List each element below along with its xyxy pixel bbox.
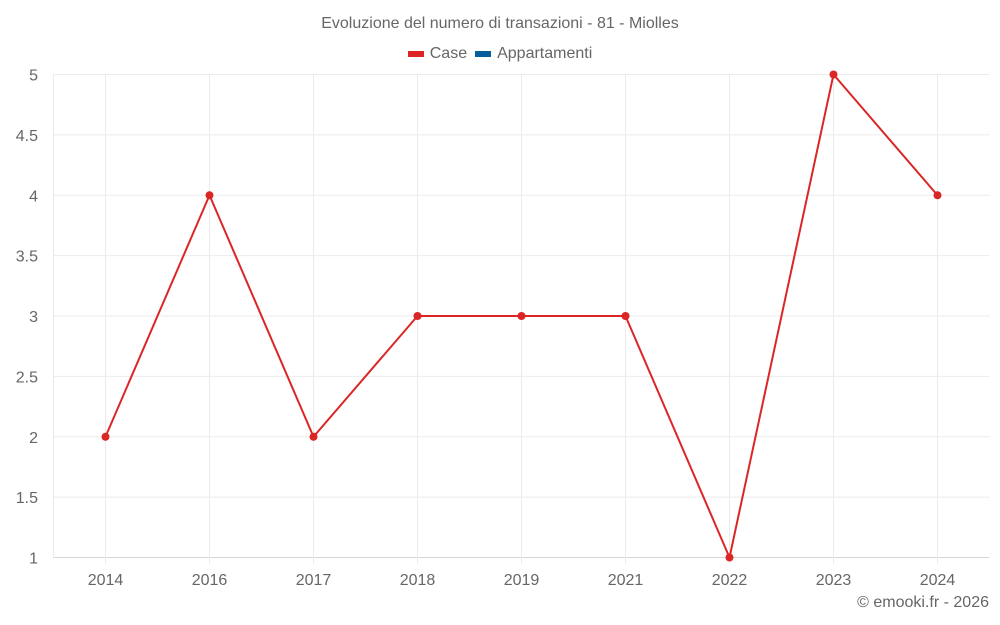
y-tick-label: 1 bbox=[29, 551, 38, 568]
y-tick-label: 2 bbox=[29, 430, 38, 447]
legend-item-appartamenti[interactable]: Appartamenti bbox=[475, 45, 592, 63]
x-axis: 2014 2016 2017 2018 2019 2021 2022 2023 2024 bbox=[88, 572, 956, 589]
legend-item-case[interactable]: Case bbox=[407, 45, 468, 63]
chart-title: Evoluzione del numero di transazioni - 8… bbox=[321, 15, 679, 32]
data-point[interactable] bbox=[517, 312, 526, 320]
data-point[interactable] bbox=[621, 312, 630, 320]
x-tick-label: 2023 bbox=[816, 572, 852, 589]
x-tick-label: 2018 bbox=[400, 572, 436, 589]
legend-label-case: Case bbox=[429, 45, 468, 62]
legend-swatch-appartamenti bbox=[475, 51, 492, 57]
x-tick-label: 2022 bbox=[712, 572, 748, 589]
x-tick-label: 2014 bbox=[88, 572, 124, 589]
series-case bbox=[101, 70, 942, 562]
x-tick-label: 2021 bbox=[608, 572, 644, 589]
x-tick-label: 2019 bbox=[504, 572, 540, 589]
legend-label-appartamenti: Appartamenti bbox=[497, 45, 593, 62]
x-tick-label: 2024 bbox=[920, 572, 956, 589]
x-tick-label: 2017 bbox=[296, 572, 332, 589]
y-tick-label: 3 bbox=[29, 309, 38, 326]
data-point[interactable] bbox=[205, 191, 214, 200]
chart-legend: Case Appartamenti bbox=[0, 45, 1000, 63]
data-point[interactable] bbox=[413, 312, 422, 320]
x-tick-label: 2016 bbox=[192, 572, 228, 589]
credit-text: © emooki.fr - 2026 bbox=[857, 594, 989, 611]
y-tick-label: 4 bbox=[29, 188, 38, 205]
y-axis: 1 1.5 2 2.5 3 3.5 4 4.5 5 bbox=[16, 68, 38, 568]
y-tick-label: 4.5 bbox=[16, 128, 38, 145]
legend-swatch-case bbox=[407, 51, 424, 57]
data-point[interactable] bbox=[829, 70, 838, 79]
data-point[interactable] bbox=[309, 432, 318, 441]
y-tick-label: 5 bbox=[29, 68, 38, 85]
y-tick-label: 3.5 bbox=[16, 249, 38, 266]
y-tick-label: 1.5 bbox=[16, 490, 38, 507]
data-point[interactable] bbox=[725, 553, 734, 562]
y-tick-label: 2.5 bbox=[16, 369, 38, 386]
data-point[interactable] bbox=[933, 191, 942, 200]
data-point[interactable] bbox=[101, 432, 110, 441]
